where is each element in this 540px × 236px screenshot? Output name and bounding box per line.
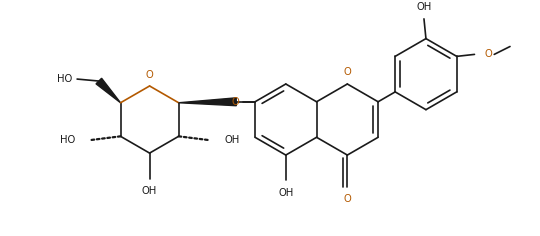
Polygon shape [179,98,237,106]
Text: OH: OH [224,135,239,145]
Text: HO: HO [60,135,75,145]
Text: OH: OH [278,188,293,198]
Text: O: O [343,67,351,77]
Text: OH: OH [416,2,431,12]
Text: HO: HO [57,74,72,84]
Text: O: O [343,194,351,204]
Text: O: O [146,70,153,80]
Text: O: O [484,49,492,59]
Text: O: O [232,97,239,107]
Polygon shape [96,78,120,103]
Text: OH: OH [142,186,157,196]
